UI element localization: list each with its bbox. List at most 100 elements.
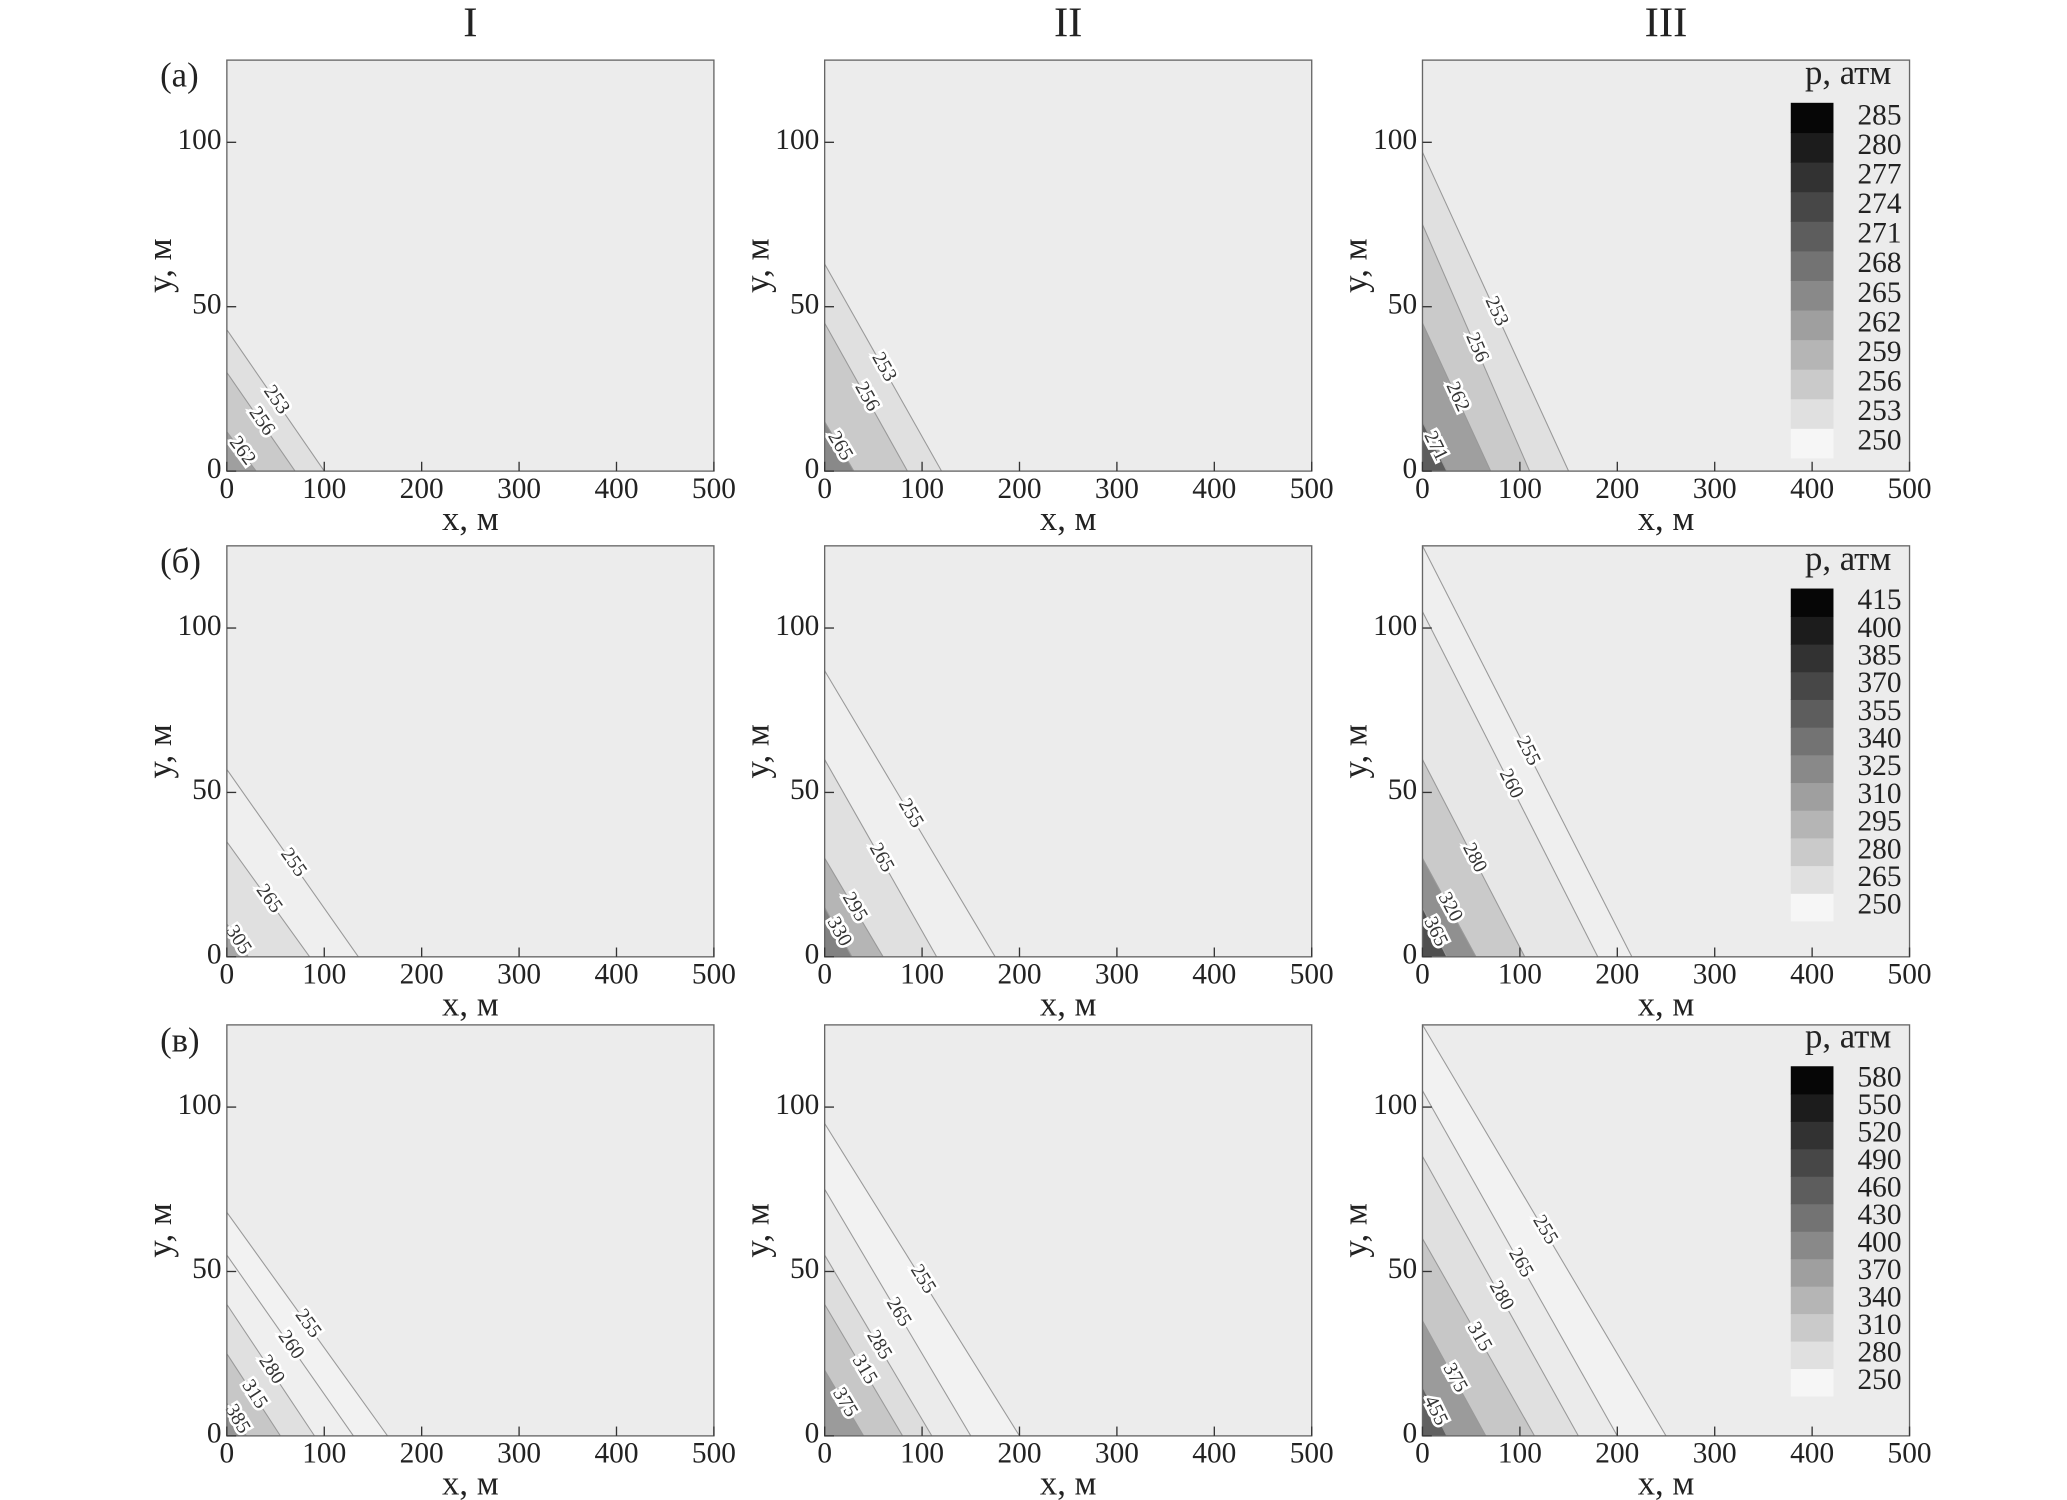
colorbar-tick-label: 355 — [1857, 695, 1901, 727]
x-tick-label: 300 — [1095, 473, 1139, 505]
colorbar-tick-label: 250 — [1857, 425, 1901, 457]
colorbar-band — [1790, 428, 1834, 459]
y-tick-label: 0 — [1402, 1418, 1417, 1450]
contour-line — [824, 670, 996, 958]
contour-line — [226, 1402, 247, 1437]
colorbar-band — [1790, 754, 1834, 784]
colorbar-band — [1790, 132, 1834, 163]
x-tick-label: 100 — [302, 1438, 346, 1470]
x-tick-label: 400 — [1192, 473, 1236, 505]
colorbar-tick-label: 268 — [1857, 247, 1901, 279]
x-tick-label: 500 — [1888, 1438, 1932, 1470]
y-tick-label: 0 — [207, 1418, 222, 1450]
x-tick-label: 200 — [997, 473, 1041, 505]
plot-frame — [226, 545, 715, 958]
y-tick-label: 0 — [805, 453, 820, 485]
colorbar-band — [1790, 1093, 1834, 1122]
colorbar-tick-label: 295 — [1857, 806, 1901, 838]
x-tick-label: 0 — [817, 1438, 832, 1470]
x-tick-label: 200 — [400, 473, 444, 505]
y-tick-label: 100 — [775, 1089, 819, 1121]
contour-line — [226, 769, 359, 958]
plot-frame — [1421, 1024, 1911, 1437]
colorbar-band — [1790, 1066, 1834, 1095]
y-tick-label: 100 — [177, 124, 221, 156]
contour-line — [824, 1369, 865, 1437]
colorbar-tick-label: 271 — [1857, 218, 1901, 250]
y-axis-label: y, м — [738, 724, 777, 778]
y-tick-label: 0 — [207, 453, 222, 485]
colorbar-tick-label: 259 — [1857, 336, 1901, 368]
y-tick-label: 100 — [775, 124, 819, 156]
y-tick-label: 0 — [805, 939, 820, 971]
contour-line — [1421, 322, 1492, 472]
colorbar-tick-label: 460 — [1857, 1172, 1901, 1204]
x-tick-label: 0 — [220, 1438, 235, 1470]
colorbar-tick-label: 490 — [1857, 1144, 1901, 1176]
contour-line — [226, 1304, 315, 1437]
y-tick-label: 100 — [1373, 610, 1417, 642]
plot-frame — [823, 1024, 1313, 1437]
colorbar-band — [1790, 588, 1834, 617]
colorbar-tick-label: 274 — [1857, 188, 1901, 220]
colorbar-tick-label: 370 — [1857, 1254, 1901, 1286]
plot-frame — [823, 59, 1313, 472]
x-tick-label: 0 — [220, 473, 235, 505]
contour-line — [1422, 1386, 1448, 1437]
y-tick-label: 100 — [177, 1089, 221, 1121]
colorbar-band — [1790, 161, 1834, 193]
colorbar-band — [1790, 1176, 1834, 1205]
colorbar-band — [1790, 1203, 1834, 1232]
y-tick-label: 0 — [1402, 939, 1417, 971]
contour-line — [1422, 759, 1526, 958]
plot-frame — [226, 1024, 715, 1437]
colorbar-band — [1790, 339, 1834, 370]
x-axis-label: x, м — [1040, 1464, 1097, 1500]
panel-label: (б) — [160, 541, 201, 580]
colorbar-tick-label: 285 — [1857, 99, 1901, 131]
contour-line — [1421, 224, 1531, 472]
y-tick-label: 50 — [192, 288, 221, 320]
x-tick-label: 200 — [997, 959, 1041, 991]
colorbar-band — [1790, 250, 1834, 281]
colorbar-tick-label: 265 — [1857, 861, 1901, 893]
x-tick-label: 200 — [1595, 473, 1639, 505]
colorbar-tick-label: 310 — [1857, 778, 1901, 810]
colorbar-band — [1790, 865, 1834, 894]
x-tick-label: 0 — [1415, 473, 1430, 505]
colorbar-tick-label: 250 — [1857, 889, 1901, 921]
column-label: II — [1054, 0, 1082, 47]
colorbar-tick-label: 400 — [1857, 1227, 1901, 1259]
x-tick-label: 300 — [497, 959, 541, 991]
y-tick-label: 100 — [177, 610, 221, 642]
x-axis-label: x, м — [1638, 499, 1695, 538]
contour-line — [226, 1254, 354, 1437]
y-axis-label: y, м — [738, 1203, 777, 1257]
colorbar-band — [1790, 726, 1834, 756]
x-tick-label: 100 — [900, 1438, 944, 1470]
x-tick-label: 300 — [1095, 959, 1139, 991]
plot-frame — [1421, 545, 1911, 958]
x-tick-label: 200 — [997, 1438, 1041, 1470]
x-tick-label: 400 — [594, 1438, 638, 1470]
y-axis-label: y, м — [140, 238, 179, 292]
contour-line — [1422, 1156, 1579, 1437]
colorbar-band — [1790, 671, 1834, 700]
colorbar-band — [1790, 616, 1834, 645]
colorbar-tick-label: 325 — [1857, 750, 1901, 782]
x-tick-label: 0 — [1415, 1438, 1430, 1470]
y-tick-label: 0 — [207, 939, 222, 971]
contour-line — [824, 1254, 933, 1437]
colorbar-band — [1790, 643, 1834, 673]
colorbar-tick-label: 310 — [1857, 1309, 1901, 1341]
x-tick-label: 500 — [1888, 473, 1932, 505]
x-tick-label: 500 — [1290, 959, 1334, 991]
x-tick-label: 200 — [400, 1438, 444, 1470]
colorbar-tick-label: 265 — [1857, 277, 1901, 309]
colorbar-band — [1790, 1258, 1834, 1287]
contour-line — [226, 329, 325, 472]
